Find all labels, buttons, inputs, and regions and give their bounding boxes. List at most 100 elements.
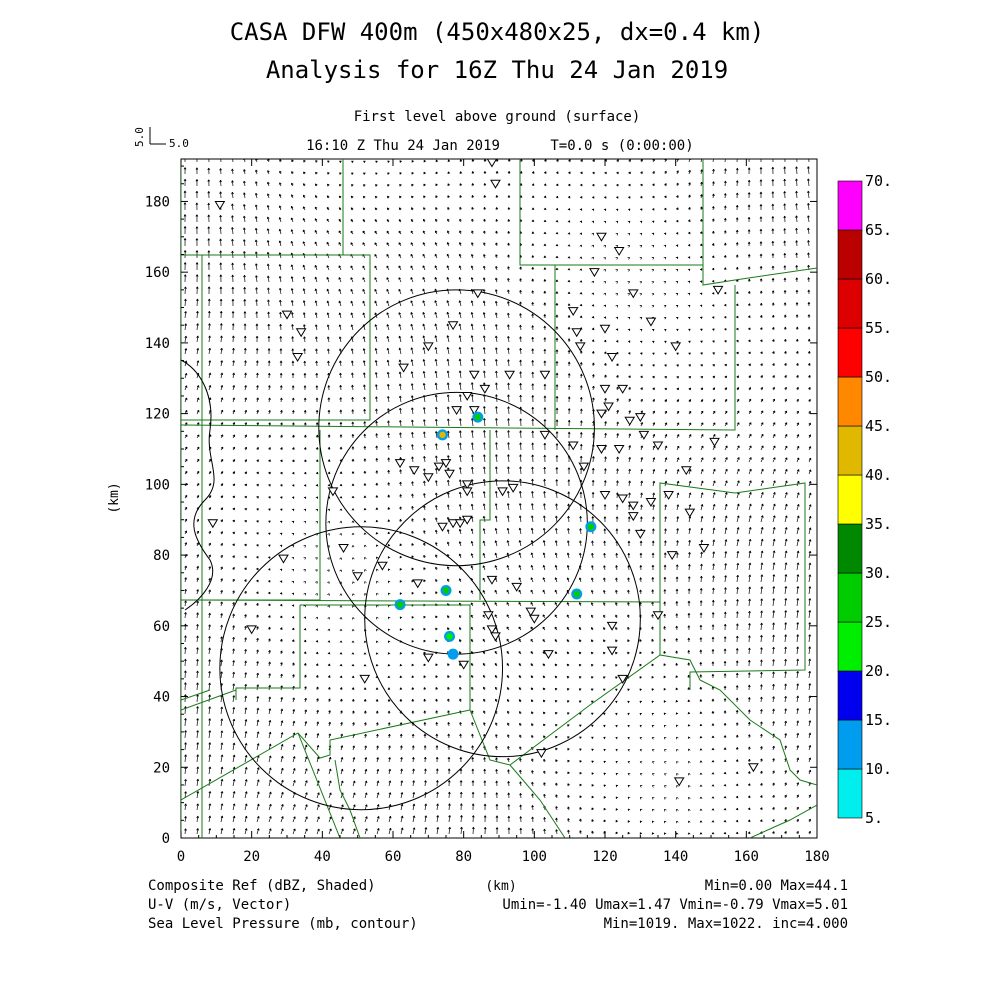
station-marker <box>613 444 625 454</box>
station-marker <box>338 544 349 553</box>
y-tick-label: 40 <box>153 690 170 706</box>
echo-core <box>474 413 481 421</box>
station-marker <box>712 285 724 295</box>
station-marker <box>437 522 448 532</box>
range-ring-4 <box>219 526 504 811</box>
station-marker <box>511 582 523 592</box>
x-tick-label: 60 <box>385 849 402 865</box>
echo-core <box>573 590 580 598</box>
colorbar-segment <box>837 719 863 770</box>
station-marker <box>606 621 618 631</box>
y-tick-label: 20 <box>153 760 170 776</box>
echo-core <box>439 431 446 439</box>
station-marker <box>408 466 420 476</box>
x-tick-label: 140 <box>663 849 688 865</box>
station-marker <box>440 459 452 469</box>
y-axis-label: (km) <box>107 482 122 513</box>
title-line2: Analysis for 16Z Thu 24 Jan 2019 <box>266 56 728 84</box>
colorbar-label: 25. <box>865 613 892 631</box>
station-marker <box>479 384 491 394</box>
slp-contour-west <box>181 359 215 611</box>
y-tick-label: 100 <box>145 477 170 493</box>
station-marker <box>599 384 611 394</box>
station-marker <box>468 370 480 380</box>
colorbar-segment <box>837 523 863 574</box>
station-marker <box>536 749 547 759</box>
station-marker <box>617 674 629 684</box>
y-tick-label: 140 <box>145 336 170 352</box>
station-marker <box>207 519 219 529</box>
colorbar-label: 60. <box>865 270 892 288</box>
colorbar-segment <box>837 670 863 721</box>
station-marker <box>486 159 498 168</box>
y-tick-label: 60 <box>153 619 170 635</box>
colorbar-segment <box>837 180 863 231</box>
colorbar-label: 20. <box>865 662 892 680</box>
station-marker <box>377 561 388 571</box>
y-tick-label: 0 <box>162 831 170 847</box>
station-marker <box>451 406 462 416</box>
echo-core <box>587 523 595 530</box>
station-marker <box>447 519 459 529</box>
station-marker <box>680 466 692 476</box>
station-marker <box>606 353 618 363</box>
station-marker <box>652 611 664 621</box>
station-marker <box>645 498 657 508</box>
station-marker <box>486 625 498 635</box>
station-marker <box>490 632 501 642</box>
station-marker <box>617 494 629 504</box>
colorbar: 5. 10. 15. 20. 25. 30. 35. 40. 45. 50. 55. 60. 65. 70… <box>837 172 892 827</box>
station-marker <box>543 650 554 660</box>
station-marker <box>627 501 639 511</box>
station-marker <box>574 342 586 352</box>
colorbar-segment <box>837 621 863 672</box>
y-tick-label: 80 <box>153 548 170 564</box>
station-marker <box>461 487 473 497</box>
station-marker <box>638 430 650 440</box>
colorbar-segment <box>837 376 863 427</box>
station-marker <box>507 483 519 493</box>
station-marker <box>627 289 639 299</box>
station-marker <box>444 469 455 479</box>
colorbar-segment <box>837 474 863 525</box>
station-marker <box>624 416 636 426</box>
x-tick-label: 40 <box>314 849 331 865</box>
station-marker <box>578 462 590 472</box>
ref-vector-horizontal-label: 5.0 <box>169 137 189 150</box>
echo-core <box>446 633 453 640</box>
station-marker <box>458 660 470 670</box>
x-tick-label: 80 <box>455 849 472 865</box>
range-ring-3 <box>364 480 641 758</box>
station-marker <box>468 406 480 416</box>
station-marker <box>645 317 657 327</box>
y-tick-label: 180 <box>145 194 170 210</box>
y-axis: 0 20 40 60 80 100 120 140 160 180 <box>145 165 817 847</box>
colorbar-segment <box>837 572 863 623</box>
footer-right-2: Umin=-1.40 Umax=1.47 Vmin=-0.79 Vmax=5.0… <box>502 897 848 913</box>
station-marker <box>606 646 618 656</box>
footer-left-3: Sea Level Pressure (mb, contour) <box>148 916 418 932</box>
station-marker <box>490 179 501 189</box>
footer-right-1: Min=0.00 Max=44.1 <box>705 878 848 894</box>
colorbar-label: 70. <box>865 172 892 190</box>
x-tick-label: 100 <box>522 849 547 865</box>
station-marker <box>627 512 639 522</box>
station-marker <box>539 370 551 380</box>
station-marker <box>422 342 434 352</box>
station-marker <box>472 289 484 299</box>
station-marker <box>684 508 696 518</box>
station-marker <box>670 342 682 352</box>
colorbar-segment <box>837 425 863 476</box>
x-axis-label: (km) <box>485 879 516 894</box>
y-tick-label: 120 <box>145 407 170 423</box>
colorbar-label: 35. <box>865 515 892 533</box>
y-tick-label: 160 <box>145 265 170 281</box>
station-marker <box>589 268 600 278</box>
station-marker <box>412 579 424 589</box>
station-marker <box>539 430 551 440</box>
station-marker <box>504 370 515 380</box>
station-marker <box>525 607 537 617</box>
station-marker <box>709 437 720 447</box>
colorbar-segment <box>837 229 863 280</box>
colorbar-label: 50. <box>865 368 892 386</box>
